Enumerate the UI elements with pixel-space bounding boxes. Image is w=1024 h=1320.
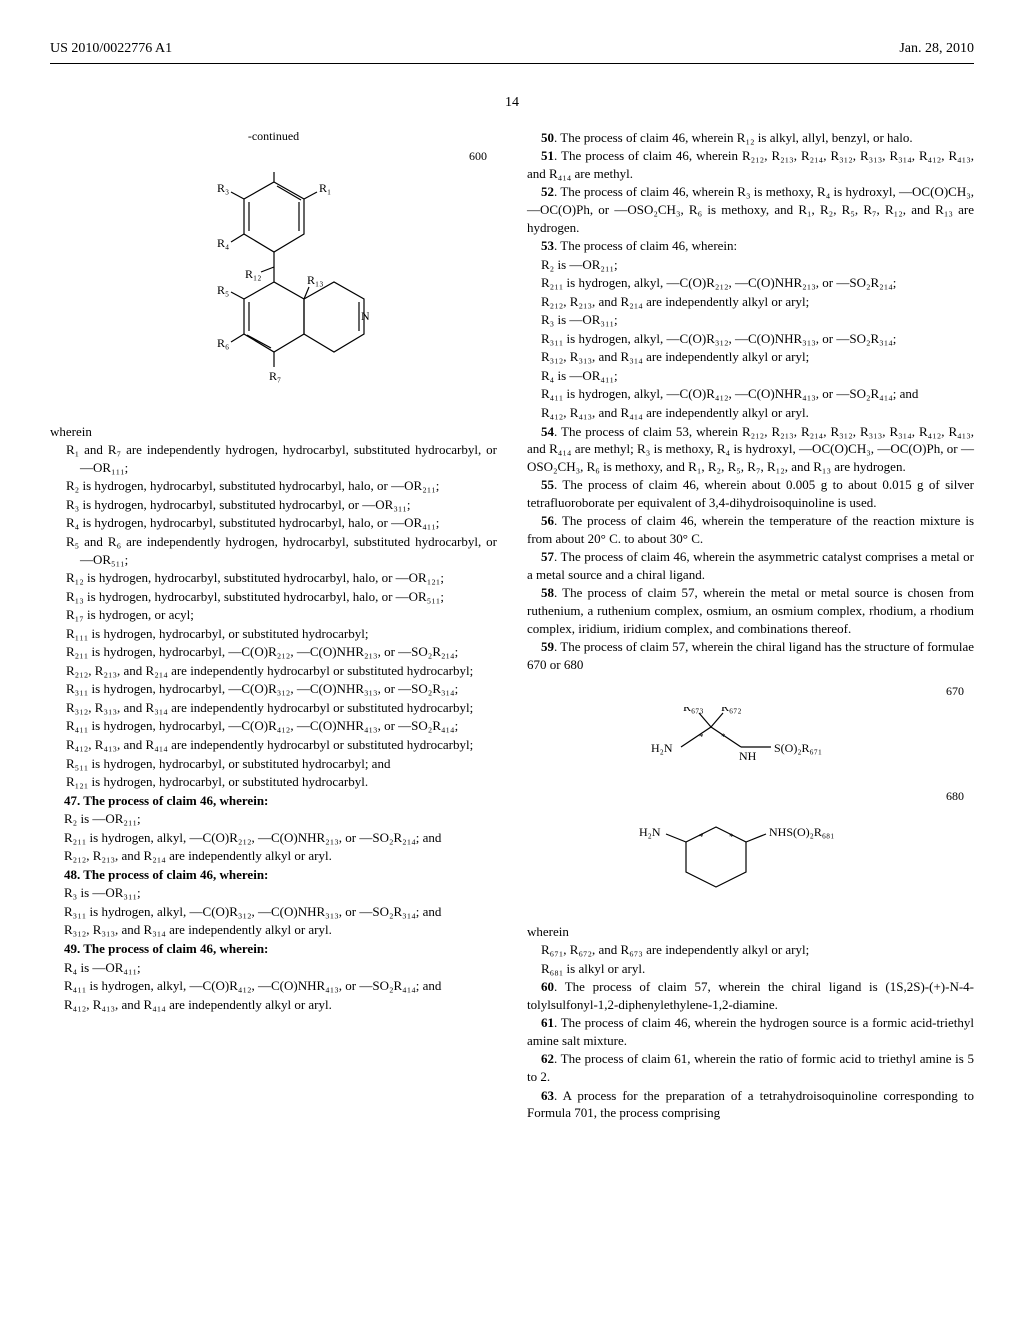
svg-text:NH: NH bbox=[739, 749, 757, 763]
pub-date: Jan. 28, 2010 bbox=[899, 40, 974, 59]
def-item: R₆₈₁ is alkyl or aryl. bbox=[527, 960, 974, 978]
claim-47-text: 47. The process of claim 46, wherein: bbox=[64, 793, 268, 808]
wherein-label-2: wherein bbox=[527, 923, 974, 941]
chemical-structure-670: R₆₇₃ R₆₇₂ H₂N NH S(O)₂R₆₇₁ * * bbox=[527, 707, 974, 772]
claim-56: 56. The process of claim 46, wherein the… bbox=[527, 512, 974, 547]
svg-text:R₁: R₁ bbox=[319, 181, 331, 195]
svg-text:*: * bbox=[729, 832, 734, 842]
claim-48-text: 48. The process of claim 46, wherein: bbox=[64, 867, 268, 882]
claim-61: 61. The process of claim 46, wherein the… bbox=[527, 1014, 974, 1049]
chemical-structure-600: R₂ R₁ R₃ R₄ R₅ R₆ R₇ R₁₂ R₁₃ N bbox=[50, 172, 497, 407]
claim-49: 49. The process of claim 46, wherein: bbox=[50, 940, 497, 958]
def-item: R₂₁₁ is hydrogen, hydrocarbyl, —C(O)R₂₁₂… bbox=[50, 643, 497, 661]
svg-text:H₂N: H₂N bbox=[651, 741, 673, 755]
def-item: R₂₁₂, R₂₁₃, and R₂₁₄ are independently a… bbox=[50, 847, 497, 865]
claim-62: 62. The process of claim 61, wherein the… bbox=[527, 1050, 974, 1085]
def-item: R₁₃ is hydrogen, hydrocarbyl, substitute… bbox=[50, 588, 497, 606]
two-column-layout: -continued 600 bbox=[50, 128, 974, 1123]
svg-text:R₃: R₃ bbox=[217, 181, 229, 195]
def-item: R₁₂₁ is hydrogen, hydrocarbyl, or substi… bbox=[50, 773, 497, 791]
def-item: R₁ and R₇ are independently hydrogen, hy… bbox=[50, 441, 497, 476]
svg-text:*: * bbox=[721, 732, 726, 742]
svg-text:R₁₃: R₁₃ bbox=[307, 273, 323, 287]
claim-58: 58. The process of claim 57, wherein the… bbox=[527, 584, 974, 637]
page-header: US 2010/0022776 A1 Jan. 28, 2010 bbox=[50, 40, 974, 64]
page-number: 14 bbox=[50, 94, 974, 113]
def-item: R₂₁₂, R₂₁₃, and R₂₁₄ are independently a… bbox=[527, 293, 974, 311]
def-item: R₅₁₁ is hydrogen, hydrocarbyl, or substi… bbox=[50, 755, 497, 773]
svg-text:R₆₇₂: R₆₇₂ bbox=[721, 707, 742, 714]
formula-680-num: 680 bbox=[527, 788, 974, 804]
def-item: R₆₇₁, R₆₇₂, and R₆₇₃ are independently a… bbox=[527, 941, 974, 959]
def-item: R₃ is —OR₃₁₁; bbox=[50, 884, 497, 902]
claim-51: 51. The process of claim 46, wherein R₂₁… bbox=[527, 147, 974, 182]
svg-text:H₂N: H₂N bbox=[639, 825, 661, 839]
continued-label: -continued bbox=[50, 128, 497, 144]
def-item: R₄₁₂, R₄₁₃, and R₄₁₄ are independently h… bbox=[50, 736, 497, 754]
definition-list: R₁ and R₇ are independently hydrogen, hy… bbox=[50, 441, 497, 790]
svg-text:R₇: R₇ bbox=[269, 369, 281, 383]
def-item: R₃₁₁ is hydrogen, hydrocarbyl, —C(O)R₃₁₂… bbox=[50, 680, 497, 698]
svg-text:R₁₂: R₁₂ bbox=[245, 267, 261, 281]
claim-48: 48. The process of claim 46, wherein: bbox=[50, 866, 497, 884]
claim-53: 53. The process of claim 46, wherein: bbox=[527, 237, 974, 255]
def-item: R₂₁₂, R₂₁₃, and R₂₁₄ are independently h… bbox=[50, 662, 497, 680]
formula-600-num: 600 bbox=[50, 148, 497, 164]
def-item: R₂₁₁ is hydrogen, alkyl, —C(O)R₂₁₂, —C(O… bbox=[50, 829, 497, 847]
formula-670-num: 670 bbox=[527, 683, 974, 699]
def-item: R₄₁₁ is hydrogen, alkyl, —C(O)R₄₁₂, —C(O… bbox=[527, 385, 974, 403]
claim-60: 60. The process of claim 57, wherein the… bbox=[527, 978, 974, 1013]
def-item: R₄₁₂, R₄₁₃, and R₄₁₄ are independently a… bbox=[527, 404, 974, 422]
svg-text:R₆₇₃: R₆₇₃ bbox=[683, 707, 704, 714]
def-item: R₃ is —OR₃₁₁; bbox=[527, 311, 974, 329]
def-item: R₃₁₁ is hydrogen, alkyl, —C(O)R₃₁₂, —C(O… bbox=[527, 330, 974, 348]
wherein-label: wherein bbox=[50, 423, 497, 441]
def-item: R₁₁₁ is hydrogen, hydrocarbyl, or substi… bbox=[50, 625, 497, 643]
def-item: R₃₁₂, R₃₁₃, and R₃₁₄ are independently a… bbox=[527, 348, 974, 366]
def-item: R₁₇ is hydrogen, or acyl; bbox=[50, 606, 497, 624]
def-item: R₅ and R₆ are independently hydrogen, hy… bbox=[50, 533, 497, 568]
svg-text:*: * bbox=[699, 832, 704, 842]
claim-54: 54. The process of claim 53, wherein R₂₁… bbox=[527, 423, 974, 476]
def-item: R₄ is —OR₄₁₁; bbox=[50, 959, 497, 977]
svg-text:NHS(O)₂R₆₈₁: NHS(O)₂R₆₈₁ bbox=[769, 825, 834, 839]
def-item: R₃₁₁ is hydrogen, alkyl, —C(O)R₃₁₂, —C(O… bbox=[50, 903, 497, 921]
def-item: R₄₁₁ is hydrogen, hydrocarbyl, —C(O)R₄₁₂… bbox=[50, 717, 497, 735]
svg-text:S(O)₂R₆₇₁: S(O)₂R₆₇₁ bbox=[774, 741, 822, 755]
svg-text:N: N bbox=[361, 309, 369, 323]
claim-59: 59. The process of claim 57, wherein the… bbox=[527, 638, 974, 673]
claim-52: 52. The process of claim 46, wherein R₃ … bbox=[527, 183, 974, 236]
def-item: R₂ is —OR₂₁₁; bbox=[50, 810, 497, 828]
svg-text:R₅: R₅ bbox=[217, 283, 229, 297]
def-item: R₃ is hydrogen, hydrocarbyl, substituted… bbox=[50, 496, 497, 514]
def-item: R₂ is —OR₂₁₁; bbox=[527, 256, 974, 274]
def-item: R₁₂ is hydrogen, hydrocarbyl, substitute… bbox=[50, 569, 497, 587]
def-item: R₄₁₁ is hydrogen, alkyl, —C(O)R₄₁₂, —C(O… bbox=[50, 977, 497, 995]
chemical-structure-680: H₂N NHS(O)₂R₆₈₁ * * bbox=[527, 812, 974, 907]
def-item: R₂ is hydrogen, hydrocarbyl, substituted… bbox=[50, 477, 497, 495]
left-column: -continued 600 bbox=[50, 128, 497, 1123]
def-item: R₄ is —OR₄₁₁; bbox=[527, 367, 974, 385]
doc-number: US 2010/0022776 A1 bbox=[50, 40, 172, 59]
svg-text:R₆: R₆ bbox=[217, 336, 229, 350]
def-item: R₃₁₂, R₃₁₃, and R₃₁₄ are independently a… bbox=[50, 921, 497, 939]
claim-47: 47. The process of claim 46, wherein: bbox=[50, 792, 497, 810]
claim-55: 55. The process of claim 46, wherein abo… bbox=[527, 476, 974, 511]
def-item: R₃₁₂, R₃₁₃, and R₃₁₄ are independently h… bbox=[50, 699, 497, 717]
claim-57: 57. The process of claim 46, wherein the… bbox=[527, 548, 974, 583]
claim-63: 63. A process for the preparation of a t… bbox=[527, 1087, 974, 1122]
def-item: R₄₁₂, R₄₁₃, and R₄₁₄ are independently a… bbox=[50, 996, 497, 1014]
svg-text:R₄: R₄ bbox=[217, 236, 229, 250]
right-column: 50. The process of claim 46, wherein R₁₂… bbox=[527, 128, 974, 1123]
def-item: R₄ is hydrogen, hydrocarbyl, substituted… bbox=[50, 514, 497, 532]
def-item: R₂₁₁ is hydrogen, alkyl, —C(O)R₂₁₂, —C(O… bbox=[527, 274, 974, 292]
claim-49-text: 49. The process of claim 46, wherein: bbox=[64, 941, 268, 956]
svg-text:*: * bbox=[699, 732, 704, 742]
claim-50: 50. The process of claim 46, wherein R₁₂… bbox=[527, 129, 974, 147]
